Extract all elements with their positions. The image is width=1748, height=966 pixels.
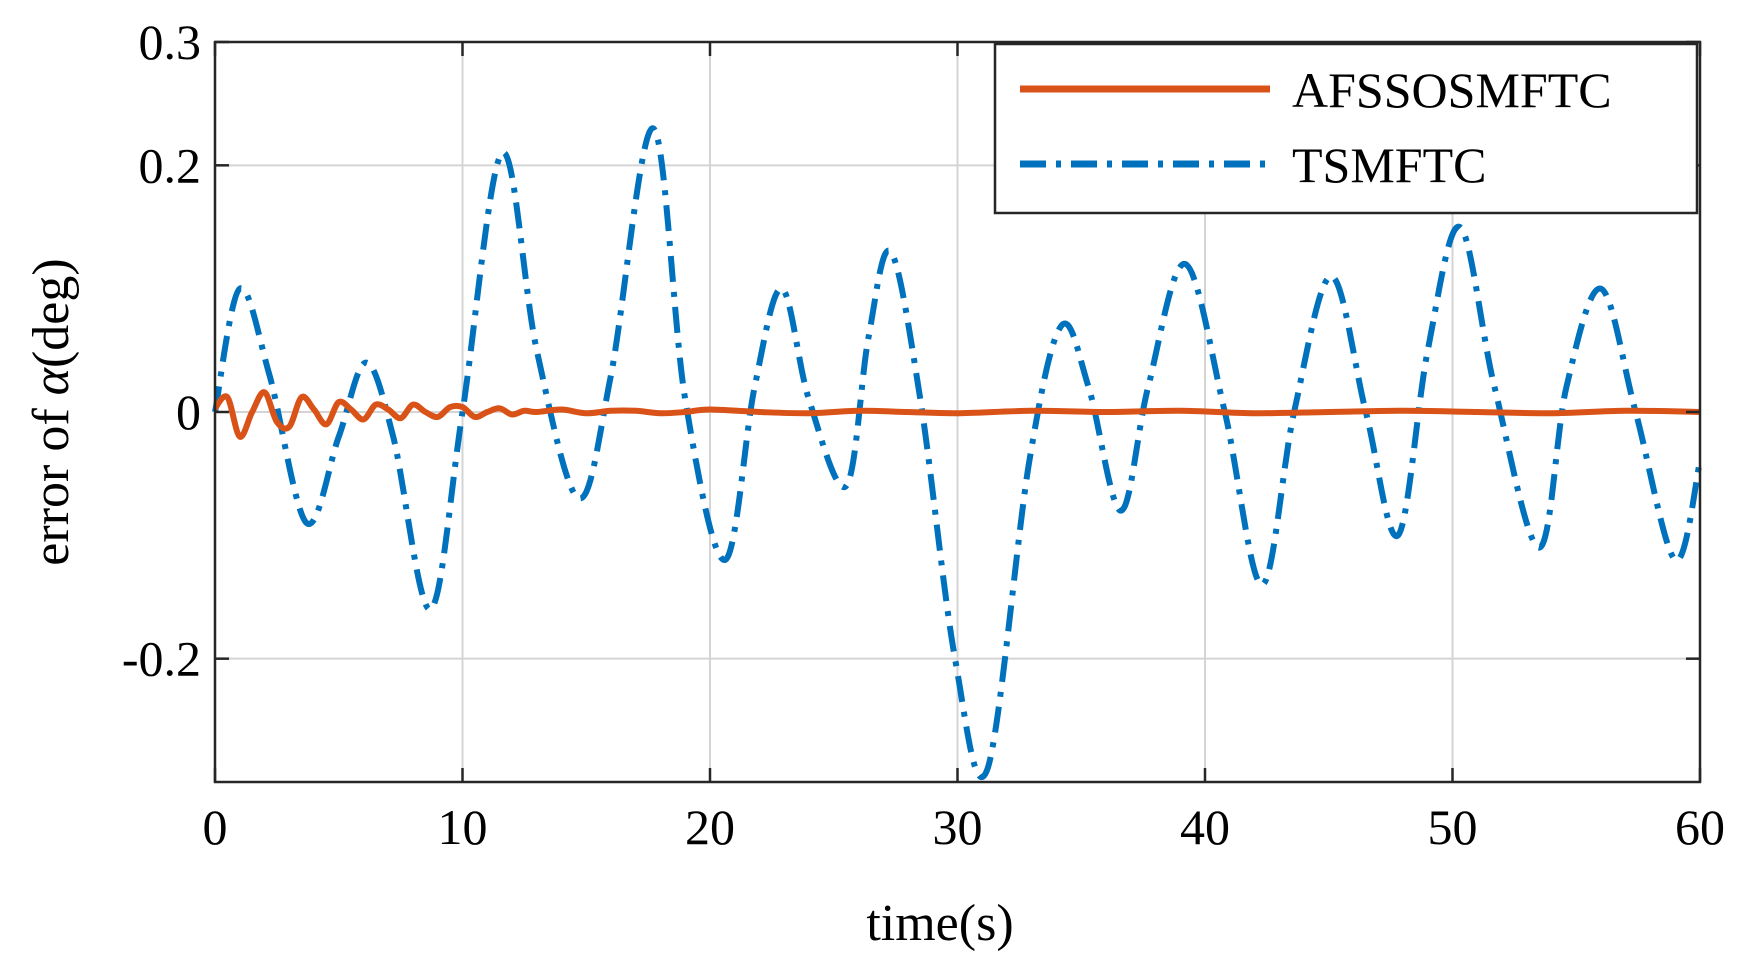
legend: AFSSOSMFTC TSMFTC xyxy=(993,42,1699,215)
x-tick-label: 0 xyxy=(203,799,228,855)
svg-text:error of α(deg): error of α(deg) xyxy=(23,258,80,565)
x-tick-label: 50 xyxy=(1428,799,1478,855)
y-axis-label-symbol: α xyxy=(23,366,80,395)
x-tick-label: 60 xyxy=(1675,799,1725,855)
y-axis-label-suffix: (deg) xyxy=(23,258,80,368)
y-tick-label: 0 xyxy=(176,384,201,440)
series-line-tsmftc xyxy=(212,125,1703,781)
y-tick-label: 0.3 xyxy=(139,14,202,70)
x-axis-label: time(s) xyxy=(866,895,1013,952)
series-line-afssosmftc xyxy=(212,389,1701,440)
y-axis-label-prefix: error of xyxy=(23,395,80,565)
x-tick-label: 10 xyxy=(438,799,488,855)
series-layer xyxy=(212,125,1703,781)
y-tick-labels: -0.2 0 0.2 0.3 xyxy=(122,14,201,687)
y-tick-label: 0.2 xyxy=(139,137,202,193)
x-tick-label: 40 xyxy=(1180,799,1230,855)
y-tick-label: -0.2 xyxy=(122,631,201,687)
x-tick-label: 20 xyxy=(685,799,735,855)
legend-label-afssosmftc: AFSSOSMFTC xyxy=(1292,62,1612,118)
y-axis-label: error of α(deg) xyxy=(23,258,80,565)
x-tick-labels: 0 10 20 30 40 50 60 xyxy=(203,799,1726,855)
legend-box xyxy=(993,42,1699,215)
legend-label-tsmftc: TSMFTC xyxy=(1292,137,1487,193)
x-tick-label: 30 xyxy=(933,799,983,855)
